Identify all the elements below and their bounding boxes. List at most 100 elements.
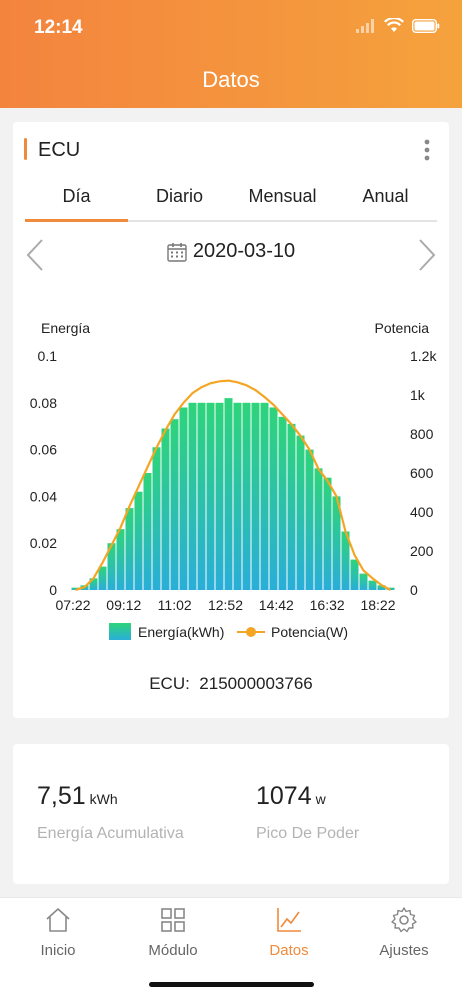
grid-icon bbox=[161, 908, 185, 932]
x-tick-label: 16:32 bbox=[310, 597, 345, 613]
energy-bar bbox=[107, 543, 116, 590]
energy-bar bbox=[296, 435, 305, 590]
battery-icon bbox=[412, 18, 440, 33]
ecu-id: 215000003766 bbox=[199, 674, 313, 693]
chevron-right-icon[interactable] bbox=[417, 238, 437, 272]
energy-bar bbox=[161, 428, 170, 590]
energy-value: 7,51 bbox=[37, 782, 86, 810]
title-accent-bar bbox=[24, 138, 27, 160]
peak-value: 1074 bbox=[256, 782, 312, 810]
x-tick-label: 07:22 bbox=[55, 597, 90, 613]
signal-icon bbox=[356, 18, 374, 33]
right-axis-label: Potencia bbox=[375, 320, 430, 336]
energy-bar bbox=[179, 407, 188, 590]
summary-card: 7,51 kWh Energía Acumulativa 1074 w Pico D… bbox=[13, 744, 449, 884]
tab-dia[interactable]: Día bbox=[25, 182, 128, 222]
left-axis-label: Energía bbox=[41, 320, 90, 336]
status-icons bbox=[356, 18, 440, 33]
date-selector: 2020-03-10 bbox=[13, 234, 449, 274]
energy-bar bbox=[224, 398, 233, 590]
ecu-card: ECU Día Diario Mensual Anual 2020-03-10 bbox=[13, 122, 449, 718]
right-tick-label: 800 bbox=[410, 426, 434, 442]
energy-bar bbox=[125, 508, 134, 590]
x-tick-label: 12:52 bbox=[208, 597, 243, 613]
x-tick-label: 11:02 bbox=[158, 597, 192, 613]
period-tabs: Día Diario Mensual Anual bbox=[25, 182, 437, 222]
nav-modulo-label: Módulo bbox=[148, 942, 198, 959]
energy-bar bbox=[251, 402, 260, 590]
energy-bar bbox=[206, 402, 215, 590]
wifi-icon bbox=[384, 18, 404, 32]
energy-bar bbox=[242, 402, 251, 590]
calendar-icon bbox=[167, 242, 187, 262]
nav-inicio[interactable]: Inicio bbox=[3, 906, 113, 959]
right-tick-label: 400 bbox=[410, 504, 434, 520]
card-title: ECU bbox=[38, 139, 81, 161]
energy-bar bbox=[341, 531, 350, 590]
energy-unit: kWh bbox=[89, 791, 118, 807]
power-series-line bbox=[75, 379, 392, 592]
energy-bar bbox=[71, 587, 80, 590]
app-header: 12:14 Datos bbox=[0, 0, 462, 108]
energy-bar bbox=[116, 529, 125, 590]
left-tick-label: 0.02 bbox=[30, 535, 57, 551]
right-tick-label: 1.2k bbox=[410, 348, 437, 364]
peak-unit: w bbox=[315, 791, 326, 807]
energy-bar bbox=[350, 559, 359, 590]
ecu-label: ECU: bbox=[149, 674, 190, 693]
energy-bar bbox=[323, 477, 332, 590]
date-display[interactable]: 2020-03-10 bbox=[13, 240, 449, 263]
x-tick-label: 18:22 bbox=[360, 597, 395, 613]
chart-legend: Energía(kWh) Potencia(W) bbox=[109, 623, 348, 640]
energy-stat: 7,51 kWh Energía Acumulativa bbox=[37, 782, 184, 843]
energy-bar bbox=[368, 580, 377, 590]
energy-bar bbox=[260, 402, 269, 590]
energy-bar bbox=[278, 416, 287, 590]
energy-bar bbox=[134, 491, 143, 590]
nav-inicio-label: Inicio bbox=[40, 942, 76, 959]
energy-bar bbox=[377, 585, 386, 590]
energy-bar bbox=[197, 402, 206, 590]
x-tick-label: 14:42 bbox=[259, 597, 294, 613]
energy-bar bbox=[143, 473, 152, 590]
energy-bar bbox=[215, 402, 224, 590]
tab-anual[interactable]: Anual bbox=[362, 186, 409, 206]
right-tick-label: 600 bbox=[410, 465, 434, 481]
legend-power-label: Potencia(W) bbox=[271, 624, 348, 640]
energy-bar bbox=[170, 419, 179, 590]
energy-bar bbox=[314, 468, 323, 590]
nav-ajustes[interactable]: Ajustes bbox=[349, 906, 459, 959]
gear-icon bbox=[391, 907, 417, 933]
nav-datos[interactable]: Datos bbox=[234, 906, 344, 959]
energy-bar bbox=[332, 496, 341, 590]
home-indicator bbox=[149, 982, 314, 987]
energy-label: Energía Acumulativa bbox=[37, 825, 184, 842]
peak-label: Pico De Poder bbox=[256, 825, 360, 842]
home-icon bbox=[46, 908, 70, 932]
left-tick-label: 0.1 bbox=[38, 348, 58, 364]
energy-bar bbox=[152, 447, 161, 590]
chevron-left-icon[interactable] bbox=[25, 238, 45, 272]
right-tick-label: 200 bbox=[410, 543, 434, 559]
legend-energy-swatch bbox=[109, 623, 131, 640]
energy-bar bbox=[233, 402, 242, 590]
left-tick-label: 0.08 bbox=[30, 395, 57, 411]
energy-bar bbox=[98, 566, 107, 590]
chart-icon bbox=[277, 908, 301, 932]
x-tick-label: 09:12 bbox=[106, 597, 141, 613]
more-vertical-icon[interactable] bbox=[419, 138, 435, 162]
left-tick-label: 0.04 bbox=[30, 488, 57, 504]
page-title: Datos bbox=[202, 67, 260, 92]
tab-diario[interactable]: Diario bbox=[155, 186, 203, 206]
energy-bar bbox=[89, 578, 98, 590]
peak-stat: 1074 w Pico De Poder bbox=[256, 782, 359, 843]
energy-bar bbox=[188, 402, 197, 590]
nav-modulo[interactable]: Módulo bbox=[118, 906, 228, 959]
nav-datos-label: Datos bbox=[269, 942, 309, 959]
date-text: 2020-03-10 bbox=[192, 240, 296, 262]
tab-mensual[interactable]: Mensual bbox=[248, 186, 317, 206]
status-time: 12:14 bbox=[34, 17, 83, 38]
energy-bar bbox=[359, 573, 368, 590]
energy-bar bbox=[269, 407, 278, 590]
right-tick-label: 0 bbox=[410, 582, 418, 598]
